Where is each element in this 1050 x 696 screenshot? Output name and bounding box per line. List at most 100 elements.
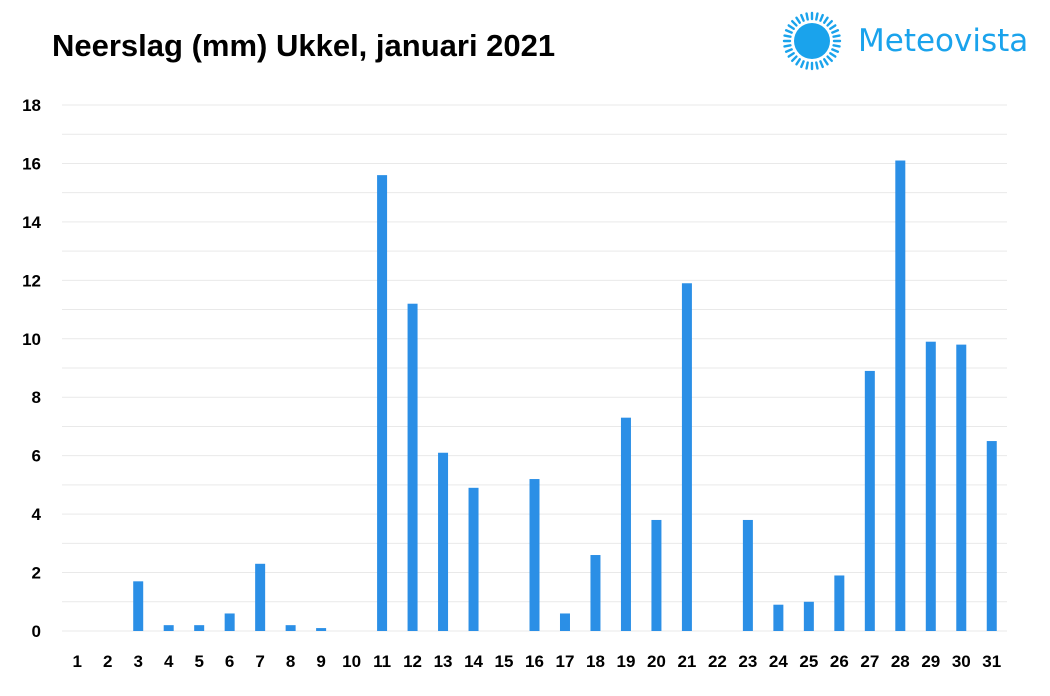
sun-ray	[787, 52, 795, 58]
y-tick-label: 16	[22, 154, 41, 173]
bar	[559, 613, 570, 631]
x-tick-label: 8	[286, 652, 295, 671]
x-tick-label: 6	[225, 652, 234, 671]
x-tick-label: 31	[982, 652, 1001, 671]
x-tick-label: 20	[647, 652, 666, 671]
sun-ray	[832, 44, 841, 48]
x-tick-label: 3	[133, 652, 142, 671]
x-tick-label: 10	[342, 652, 361, 671]
bar	[224, 613, 235, 631]
bar	[438, 452, 449, 631]
bar	[864, 370, 875, 631]
x-tick-label: 5	[194, 652, 203, 671]
x-tick-label: 28	[891, 652, 910, 671]
bar	[590, 555, 601, 631]
x-tick-label: 1	[73, 652, 82, 671]
y-tick-label: 8	[32, 388, 41, 407]
x-tick-label: 14	[464, 652, 483, 671]
sun-ray	[823, 58, 829, 66]
x-tick-label: 9	[316, 652, 325, 671]
sun-ray	[795, 58, 801, 66]
bar	[468, 487, 479, 631]
x-tick-label: 22	[708, 652, 727, 671]
bar	[285, 625, 296, 631]
sun-ray	[800, 13, 805, 22]
sun-ray	[826, 20, 833, 27]
sun-ray	[823, 16, 829, 24]
bar	[803, 601, 814, 631]
x-tick-label: 2	[103, 652, 112, 671]
sun-ray	[829, 24, 837, 30]
sun-ray	[784, 48, 793, 53]
bar	[133, 581, 144, 631]
y-tick-label: 12	[22, 271, 41, 290]
chart-title: Neerslag (mm) Ukkel, januari 2021	[52, 28, 556, 63]
x-tick-label: 27	[860, 652, 879, 671]
bar	[194, 625, 205, 631]
x-tick-label: 21	[677, 652, 696, 671]
sun-ray	[831, 48, 840, 53]
sun-icon	[782, 11, 842, 71]
sun-ray	[826, 55, 833, 62]
bar	[986, 441, 997, 631]
bar	[895, 160, 906, 631]
sun-ray	[815, 61, 819, 70]
x-tick-label: 26	[830, 652, 849, 671]
x-tick-label: 17	[556, 652, 575, 671]
x-tick-label: 24	[769, 652, 788, 671]
bar	[529, 479, 540, 631]
brand-name: Meteovista	[858, 23, 1029, 59]
y-tick-label: 10	[22, 330, 41, 349]
x-tick-label: 13	[434, 652, 453, 671]
bar	[407, 303, 418, 631]
x-tick-label: 25	[799, 652, 818, 671]
x-tick-label: 4	[164, 652, 174, 671]
bar	[681, 283, 692, 631]
sun-ray	[787, 24, 795, 30]
bar	[956, 344, 967, 631]
x-tick-label: 18	[586, 652, 605, 671]
bar	[834, 575, 845, 631]
sun-ray	[795, 16, 801, 24]
sun-ray	[829, 52, 837, 58]
x-tick-label: 23	[738, 652, 757, 671]
sun-ray	[831, 29, 840, 34]
bar	[255, 563, 266, 631]
bar	[377, 175, 388, 631]
sun-ray	[819, 60, 824, 69]
y-tick-label: 4	[32, 505, 42, 524]
sun-ray	[832, 34, 841, 38]
sun-ray	[783, 34, 792, 38]
y-tick-label: 2	[32, 564, 41, 583]
sun-ray	[815, 12, 819, 21]
brand-logo: Meteovista	[782, 10, 1028, 72]
x-tick-label: 11	[373, 652, 391, 671]
x-tick-label: 15	[495, 652, 514, 671]
x-axis-labels: 1 2 3 4 5 6 7 8 9 10 11 12 13 14 15 16 17 18 19 20 21 22 23 24 2…	[73, 652, 1002, 671]
y-tick-label: 18	[22, 96, 41, 115]
bar	[742, 519, 753, 631]
bar	[925, 341, 936, 631]
x-tick-label: 7	[255, 652, 264, 671]
sun-ray	[784, 29, 793, 34]
bars	[133, 160, 997, 631]
y-tick-label: 6	[32, 447, 41, 466]
y-tick-label: 0	[32, 622, 41, 641]
bar	[651, 519, 662, 631]
bar	[316, 628, 327, 631]
sun-ray	[805, 12, 809, 21]
sun-ray	[805, 61, 809, 70]
y-tick-label: 14	[22, 213, 41, 232]
sun-ray	[783, 44, 792, 48]
bar	[620, 417, 631, 631]
sun-ray	[791, 55, 798, 62]
sun-ray	[800, 60, 805, 69]
x-tick-label: 29	[921, 652, 940, 671]
x-tick-label: 19	[616, 652, 635, 671]
sun-ray	[791, 20, 798, 27]
bar	[773, 604, 784, 631]
x-tick-label: 16	[525, 652, 544, 671]
sun-ray	[819, 13, 824, 22]
y-axis-labels: 0 2 4 6 8 10 12 14 16 18	[22, 96, 41, 641]
